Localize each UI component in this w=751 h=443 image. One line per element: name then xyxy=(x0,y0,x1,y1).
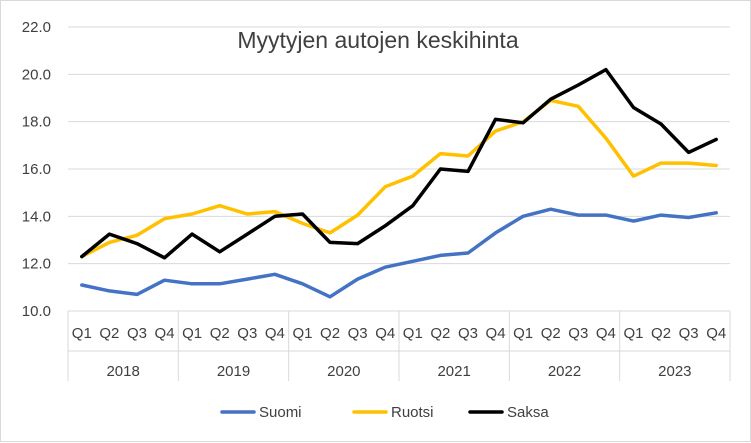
x-tick-label-quarter: Q4 xyxy=(265,325,285,342)
legend: Suomi Ruotsi Saksa xyxy=(220,404,549,421)
series-lines xyxy=(80,67,718,299)
legend-label-suomi: Suomi xyxy=(259,404,302,421)
x-tick-label-year: 2023 xyxy=(658,363,691,380)
chart-title: Myytyjen autojen keskihinta xyxy=(237,27,518,53)
x-tick-label-quarter: Q2 xyxy=(99,325,119,342)
y-tick-label: 12.0 xyxy=(22,256,51,273)
x-tick-label-quarter: Q2 xyxy=(210,325,230,342)
x-tick-label-year: 2019 xyxy=(217,363,250,380)
x-tick-label-quarter: Q2 xyxy=(541,325,561,342)
x-tick-label-quarter: Q1 xyxy=(182,325,202,342)
y-tick-label: 20.0 xyxy=(22,66,51,83)
legend-label-saksa: Saksa xyxy=(507,404,549,421)
gridlines xyxy=(68,26,730,312)
y-tick-label: 16.0 xyxy=(22,161,51,178)
x-tick-label-quarter: Q2 xyxy=(430,325,450,342)
x-tick-label-quarter: Q3 xyxy=(127,325,147,342)
x-tick-label-year: 2021 xyxy=(437,363,470,380)
y-tick-label: 10.0 xyxy=(22,303,51,320)
x-tick-label-year: 2022 xyxy=(548,363,581,380)
x-axis: Q1 Q2 Q3 Q4 2018 Q1 Q2 Q3 Q4 2019 Q1 Q2 Q3 Q4 2020 Q1 Q2… xyxy=(67,311,731,381)
series-line-saksa xyxy=(80,67,718,260)
x-tick-label-quarter: Q3 xyxy=(568,325,588,342)
y-axis-tick-labels: 10.0 12.0 14.0 16.0 18.0 20.0 22.0 xyxy=(22,19,51,320)
x-tick-label-quarter: Q1 xyxy=(513,325,533,342)
x-tick-label-quarter: Q3 xyxy=(348,325,368,342)
x-tick-label-quarter: Q4 xyxy=(375,325,395,342)
y-tick-label: 22.0 xyxy=(22,19,51,36)
x-tick-label-year: 2018 xyxy=(106,363,139,380)
x-tick-label-year: 2020 xyxy=(327,363,360,380)
x-tick-label-quarter: Q2 xyxy=(320,325,340,342)
x-tick-label-quarter: Q1 xyxy=(623,325,643,342)
y-tick-label: 14.0 xyxy=(22,208,51,225)
x-tick-label-quarter: Q3 xyxy=(679,325,699,342)
x-tick-label-quarter: Q2 xyxy=(651,325,671,342)
x-tick-label-quarter: Q4 xyxy=(706,325,726,342)
x-tick-label-quarter: Q3 xyxy=(237,325,257,342)
legend-label-ruotsi: Ruotsi xyxy=(391,404,434,421)
y-tick-label: 18.0 xyxy=(22,114,51,131)
x-tick-label-quarter: Q1 xyxy=(72,325,92,342)
x-tick-label-quarter: Q4 xyxy=(155,325,175,342)
x-tick-label-quarter: Q1 xyxy=(403,325,423,342)
series-line-suomi xyxy=(80,207,718,299)
x-tick-label-quarter: Q3 xyxy=(458,325,478,342)
x-tick-label-quarter: Q4 xyxy=(596,325,616,342)
series-line-ruotsi xyxy=(80,98,718,259)
x-tick-label-quarter: Q4 xyxy=(486,325,506,342)
x-tick-label-quarter: Q1 xyxy=(292,325,312,342)
